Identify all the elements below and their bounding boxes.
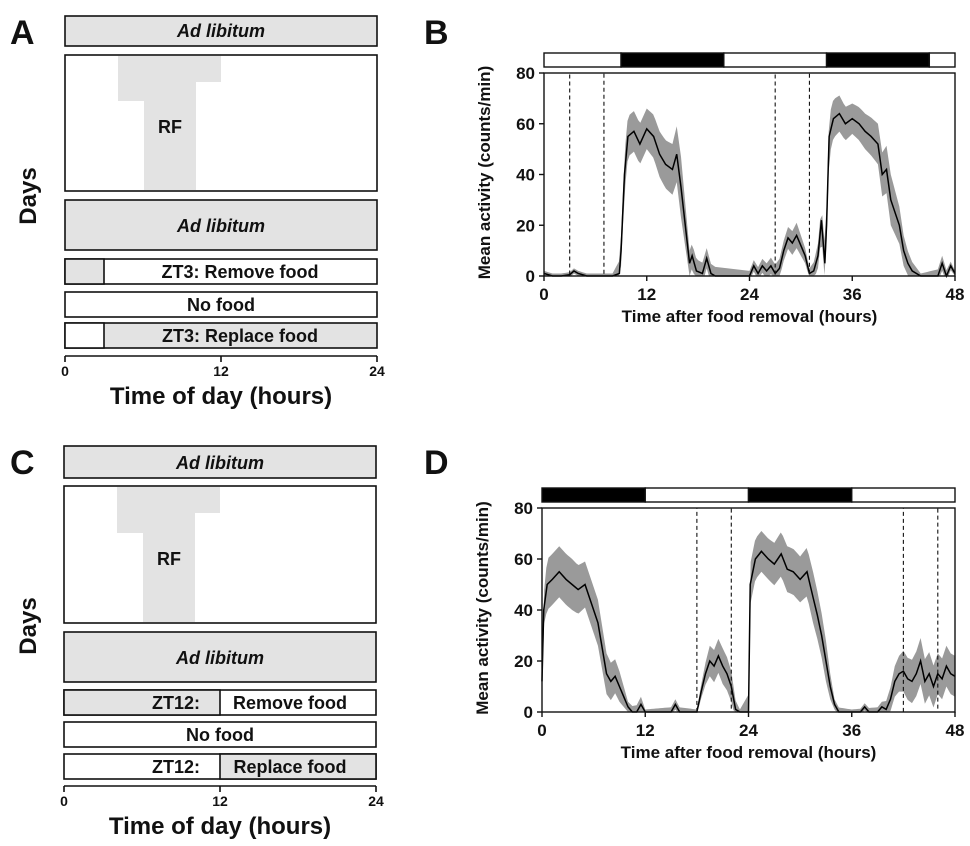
schedule-panel-c: Ad libitum RF Ad libitum ZT12: Remove fo… (15, 445, 384, 840)
sem-band (542, 530, 955, 712)
no-food-row (64, 291, 378, 318)
x-tick-label: 12 (637, 285, 656, 304)
remove-food-fed-part (63, 689, 221, 716)
panel-letter-c: C (10, 444, 35, 482)
light-dark-segment-light (543, 52, 622, 68)
y-tick-label: 40 (516, 166, 535, 185)
ad-libitum-label-top: Ad libitum (175, 453, 264, 473)
x-tick-label: 0 (537, 721, 546, 740)
y-tick-label: 20 (514, 652, 533, 671)
light-dark-segment-light (851, 487, 956, 503)
panel-letter-d: D (424, 444, 449, 482)
x-tick-label: 12 (636, 721, 655, 740)
replace-food-label: Replace food (233, 757, 346, 777)
light-dark-segment-dark (825, 52, 931, 68)
x-tick-label: 48 (946, 285, 965, 304)
light-dark-segment-dark (747, 487, 853, 503)
remove-food-label: Remove food (233, 693, 347, 713)
no-food-label: No food (187, 295, 255, 315)
replace-food-label: ZT3: Replace food (162, 326, 318, 346)
rf-label: RF (158, 117, 182, 137)
x-tick-label: 48 (946, 721, 965, 740)
rf-feeding-window (117, 487, 220, 622)
light-dark-segment-light (723, 52, 828, 68)
remove-food-label: ZT3: Remove food (161, 262, 318, 282)
remove-food-fed-part (64, 258, 105, 285)
ad-libitum-bar-bottom (63, 631, 377, 683)
x-axis-label: Time after food removal (hours) (622, 307, 878, 326)
schedule-a-xlabel: Time of day (hours) (110, 383, 332, 410)
y-axis-label: Mean activity (counts/min) (473, 501, 492, 714)
light-dark-segment-dark (620, 52, 725, 68)
remove-food-zt-label: ZT12: (152, 693, 200, 713)
y-tick-label: 20 (516, 216, 535, 235)
x-tick-label: 36 (842, 721, 861, 740)
ad-libitum-bar-top (64, 15, 378, 47)
no-food-label: No food (186, 725, 254, 745)
ad-libitum-bar-top (63, 445, 377, 479)
rf-feeding-window (118, 56, 221, 190)
plot-frame (543, 72, 956, 277)
schedule-c-tick-label-12: 12 (212, 793, 228, 809)
y-tick-label: 0 (524, 703, 533, 722)
y-tick-label: 0 (526, 267, 535, 286)
activity-chart-d: 0 20 40 60 80 0 12 24 36 48 Time after food remova… (473, 487, 965, 762)
light-dark-segment-light (928, 52, 956, 68)
ad-libitum-label-bottom: Ad libitum (176, 216, 265, 236)
x-tick-label: 0 (539, 285, 548, 304)
y-tick-label: 80 (514, 499, 533, 518)
schedule-a-tick-label-12: 12 (213, 363, 229, 379)
x-tick-label: 36 (843, 285, 862, 304)
x-tick-label: 24 (740, 285, 759, 304)
y-tick-label: 60 (516, 115, 535, 134)
food-window-dashed (569, 72, 605, 277)
no-food-row (63, 721, 377, 748)
light-dark-segment-light (644, 487, 750, 503)
schedule-c-tick-label-24: 24 (368, 793, 384, 809)
schedule-a-tick-label-24: 24 (369, 363, 385, 379)
schedule-a-tick-label-0: 0 (61, 363, 69, 379)
schedule-c-xlabel: Time of day (hours) (109, 813, 331, 840)
schedule-a-ylabel: Days (15, 167, 42, 224)
replace-food-unfed-part (64, 322, 105, 349)
y-tick-label: 60 (514, 550, 533, 569)
x-axis-label: Time after food removal (hours) (621, 743, 877, 762)
x-tick-label: 24 (739, 721, 758, 740)
sem-band (544, 95, 955, 276)
panel-letter-a: A (10, 14, 35, 52)
rf-label: RF (157, 549, 181, 569)
ad-libitum-label-top: Ad libitum (176, 21, 265, 41)
panel-letter-b: B (424, 14, 449, 52)
mean-activity-line (543, 112, 956, 279)
ad-libitum-bar-bottom (64, 199, 378, 251)
activity-chart-b: 0 20 40 60 80 0 12 24 36 48 Time after food remova… (475, 52, 965, 326)
mean-activity-line (541, 550, 956, 713)
y-axis-label: Mean activity (counts/min) (475, 66, 494, 279)
replace-food-fed-part (219, 753, 377, 780)
schedule-panel-a: Ad libitum RF Ad libitum ZT3: Remove foo… (15, 15, 385, 410)
y-tick-label: 80 (516, 64, 535, 83)
y-tick-label: 40 (514, 601, 533, 620)
light-dark-segment-dark (541, 487, 646, 503)
ad-libitum-label-bottom: Ad libitum (175, 648, 264, 668)
schedule-c-tick-label-0: 0 (60, 793, 68, 809)
schedule-c-ylabel: Days (15, 597, 42, 654)
replace-food-zt-label: ZT12: (152, 757, 200, 777)
